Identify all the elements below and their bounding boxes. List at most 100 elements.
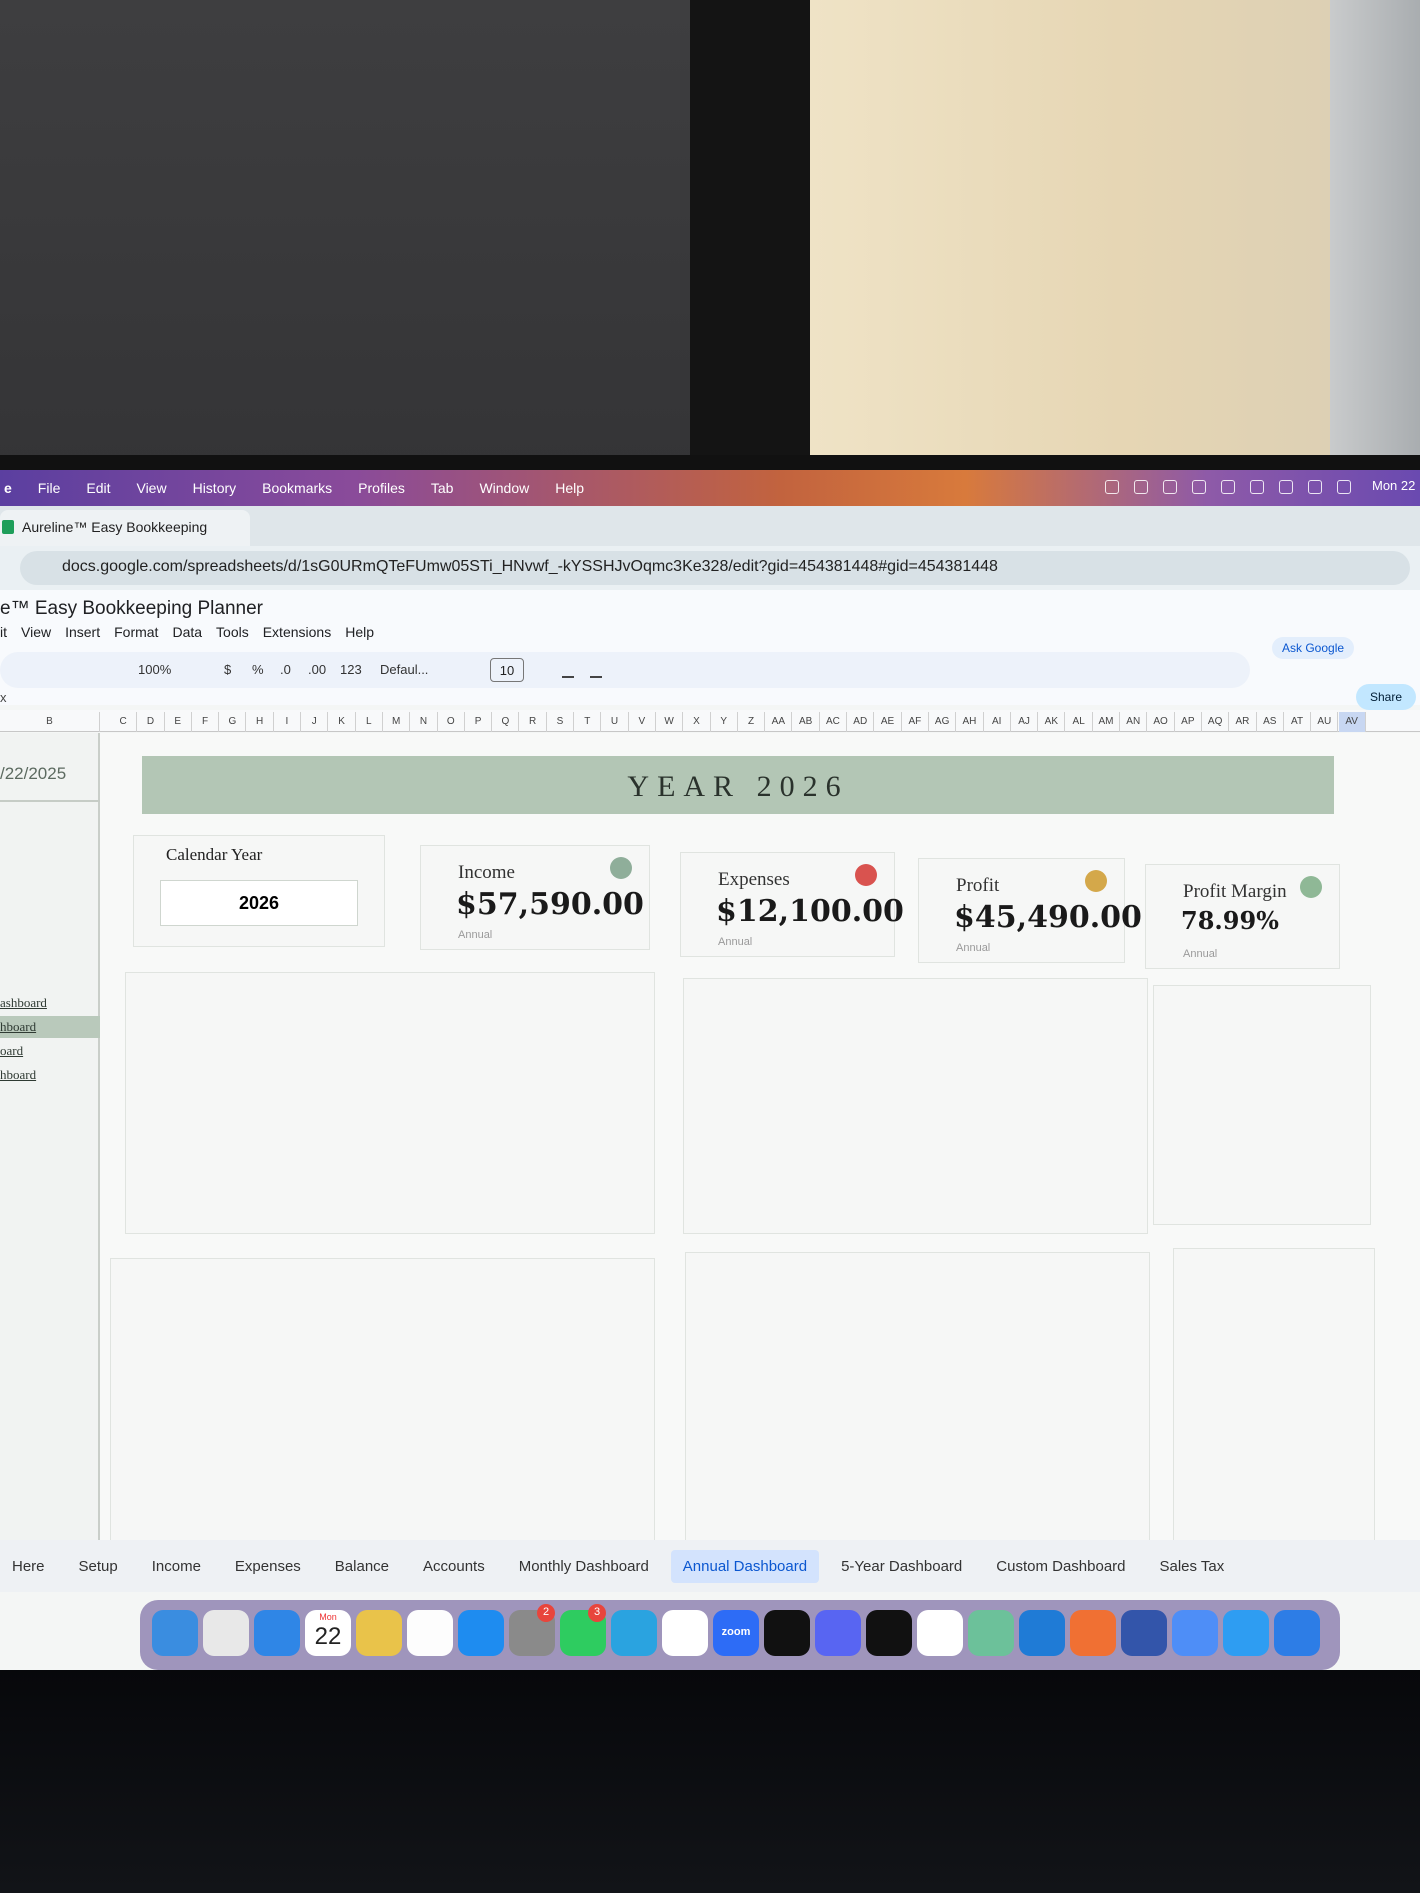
column-letter[interactable]: Z [738,712,766,732]
sheets-menu-item[interactable]: Insert [65,624,101,640]
dock-icon[interactable]: zoom [713,1610,759,1656]
sheets-menu-item[interactable]: it [0,624,7,640]
font-size-box[interactable]: 10 [490,658,524,682]
sheet-tab[interactable]: Annual Dashboard [670,1549,820,1583]
dock-icon[interactable] [866,1610,912,1656]
dock-icon[interactable] [764,1610,810,1656]
column-letter[interactable]: M [383,712,411,732]
column-letter[interactable]: E [165,712,192,732]
sheet-tab[interactable]: Monthly Dashboard [518,1557,649,1575]
column-letter[interactable]: I [274,712,302,732]
dock-icon[interactable] [203,1610,249,1656]
column-letter[interactable]: AK [1038,712,1066,732]
sheet-tab[interactable]: Expenses [234,1557,301,1575]
dock-icon[interactable]: 2 [509,1604,555,1656]
sheet-tab[interactable]: Balance [334,1557,390,1575]
dock-icon[interactable] [1172,1610,1218,1656]
column-letter[interactable]: AS [1257,712,1284,732]
dock-icon[interactable] [152,1610,198,1656]
column-letter[interactable]: AB [793,712,820,732]
nav-link[interactable]: hboard [0,1016,100,1038]
column-letter[interactable]: AQ [1202,712,1230,732]
column-letter[interactable]: AU [1311,712,1339,732]
column-letter[interactable]: AO [1147,712,1175,732]
column-letter[interactable]: AF [902,712,929,732]
column-letter[interactable]: AH [956,712,984,732]
sheet-tab[interactable]: 5-Year Dashboard [841,1557,963,1575]
dock-icon[interactable] [611,1610,657,1656]
dock-icon[interactable] [917,1610,963,1656]
column-letter[interactable]: K [328,712,356,732]
column-letter[interactable]: AV [1338,712,1366,732]
nav-link[interactable]: ashboard [0,995,47,1010]
format-button[interactable] [562,662,574,678]
column-letter[interactable]: AA [765,712,793,732]
column-letter[interactable]: J [301,712,329,732]
column-letter[interactable]: X [683,712,711,732]
dock-icon[interactable] [407,1610,453,1656]
column-letter[interactable]: AM [1093,712,1121,732]
dock-icon[interactable]: 3 [560,1604,606,1656]
dock-icon[interactable] [815,1610,861,1656]
column-letter[interactable]: W [656,712,684,732]
sheet-tab[interactable]: Here [12,1557,45,1575]
dock-icon[interactable] [356,1610,402,1656]
column-letter[interactable]: AE [874,712,902,732]
menu-item[interactable]: Bookmarks [262,480,333,496]
format-button[interactable] [590,662,602,678]
dock-icon[interactable] [254,1610,300,1656]
toolbar-item[interactable]: Defaul... [380,662,429,677]
column-letter[interactable]: T [574,712,602,732]
sheets-menu-item[interactable]: Extensions [262,624,332,640]
column-letter[interactable]: N [410,712,438,732]
column-letter[interactable]: AL [1066,712,1093,732]
column-letter[interactable]: G [219,712,247,732]
sheets-menu-item[interactable]: Tools [216,624,249,640]
column-letter[interactable]: AC [820,712,848,732]
sheets-menu-item[interactable]: Help [345,624,374,640]
column-letter[interactable]: AD [847,712,875,732]
browser-tab[interactable]: Aureline™ Easy Bookkeeping [0,510,250,546]
column-letter[interactable]: R [520,712,547,732]
menu-item[interactable]: Window [479,480,530,496]
calendar-value[interactable]: 2026 [160,880,358,926]
column-letter[interactable]: AN [1120,712,1148,732]
column-letter[interactable]: V [629,712,656,732]
column-letter[interactable]: Y [711,712,738,732]
menu-item[interactable]: View [136,480,167,496]
column-letter[interactable]: AJ [1011,712,1039,732]
toolbar-item[interactable]: % [252,662,264,677]
column-letter[interactable]: L [356,712,383,732]
sheets-menu-item[interactable]: Data [172,624,203,640]
column-letter[interactable]: O [438,712,465,732]
name-box[interactable]: x [0,690,7,705]
share-button[interactable]: Share [1356,684,1417,710]
url-field[interactable] [20,551,1410,585]
sheet-tab[interactable]: Sales Tax [1159,1557,1225,1575]
sheet-tab[interactable]: Setup [78,1557,118,1575]
column-letter[interactable]: AI [984,712,1011,732]
sheets-menu-item[interactable]: View [21,624,52,640]
column-letter[interactable]: B [0,712,100,732]
sheet-tab[interactable]: Custom Dashboard [996,1557,1126,1575]
menu-item[interactable]: Tab [430,480,454,496]
menu-item[interactable]: Profiles [358,480,405,496]
toolbar-item[interactable]: $ [224,662,232,677]
dock-icon[interactable] [662,1610,708,1656]
column-letter[interactable]: F [192,712,220,732]
column-letter[interactable]: Q [492,712,520,732]
column-letter[interactable]: C [110,712,138,732]
dock-icon[interactable] [1223,1610,1269,1656]
nav-link[interactable]: oard [0,1043,24,1058]
menu-item[interactable]: Edit [86,480,111,496]
column-letter[interactable]: AG [929,712,957,732]
toolbar-item[interactable]: 123 [340,662,362,677]
column-letter[interactable]: AT [1284,712,1312,732]
column-letter[interactable]: D [137,712,165,732]
dock-icon[interactable] [1274,1610,1320,1656]
column-letter[interactable]: S [547,712,575,732]
ask-google[interactable]: Ask Google [1272,637,1355,659]
toolbar-item[interactable]: 100% [138,662,172,677]
nav-link[interactable]: hboard [0,1067,37,1082]
dock-icon[interactable] [1019,1610,1065,1656]
